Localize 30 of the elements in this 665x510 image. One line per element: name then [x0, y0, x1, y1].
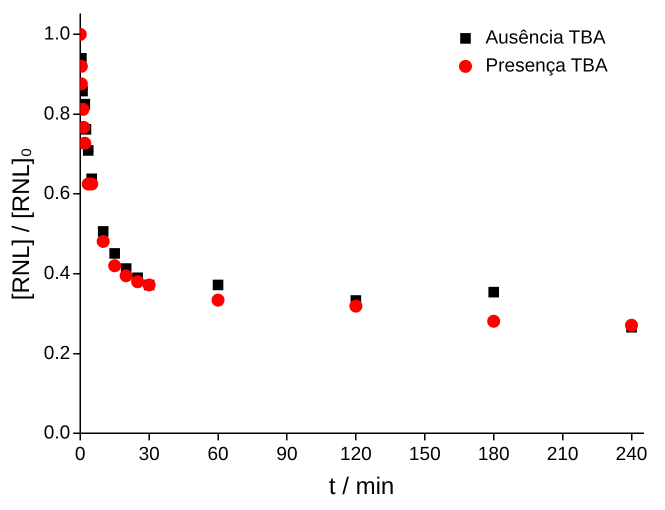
x-axis-title: t / min [328, 473, 394, 500]
point [108, 259, 122, 272]
point [109, 248, 120, 259]
point [212, 280, 224, 290]
x-tick-label: 150 [408, 444, 441, 466]
point [488, 286, 499, 298]
point [96, 234, 110, 248]
point [625, 318, 638, 332]
y-tick-label: 0.8 [44, 103, 70, 124]
x-tick-label: 120 [340, 444, 372, 466]
point [131, 275, 144, 288]
point [120, 269, 133, 282]
point [349, 300, 362, 313]
x-tick-label: 210 [546, 444, 578, 466]
y-axis-title: [RNL] / [RNL]₀ [8, 148, 36, 300]
legend-label: Presença TBA [486, 56, 608, 77]
point [487, 314, 500, 328]
y-tick-label: 0.4 [44, 263, 71, 284]
x-tick-label: 0 [74, 444, 86, 466]
x-tick-label: 180 [478, 444, 510, 466]
x-tick-label: 240 [616, 444, 648, 466]
y-tick-label: 0.2 [44, 342, 70, 364]
x-tick-label: 90 [276, 444, 298, 466]
y-tick-label: 1.0 [44, 24, 70, 45]
x-tick-label: 30 [138, 444, 160, 466]
y-tick-label: 0.6 [44, 183, 70, 204]
y-tick-label: 0.0 [44, 422, 70, 444]
x-tick-label: 60 [207, 444, 229, 466]
point [212, 294, 225, 307]
legend-label: Ausência TBA [486, 28, 606, 49]
